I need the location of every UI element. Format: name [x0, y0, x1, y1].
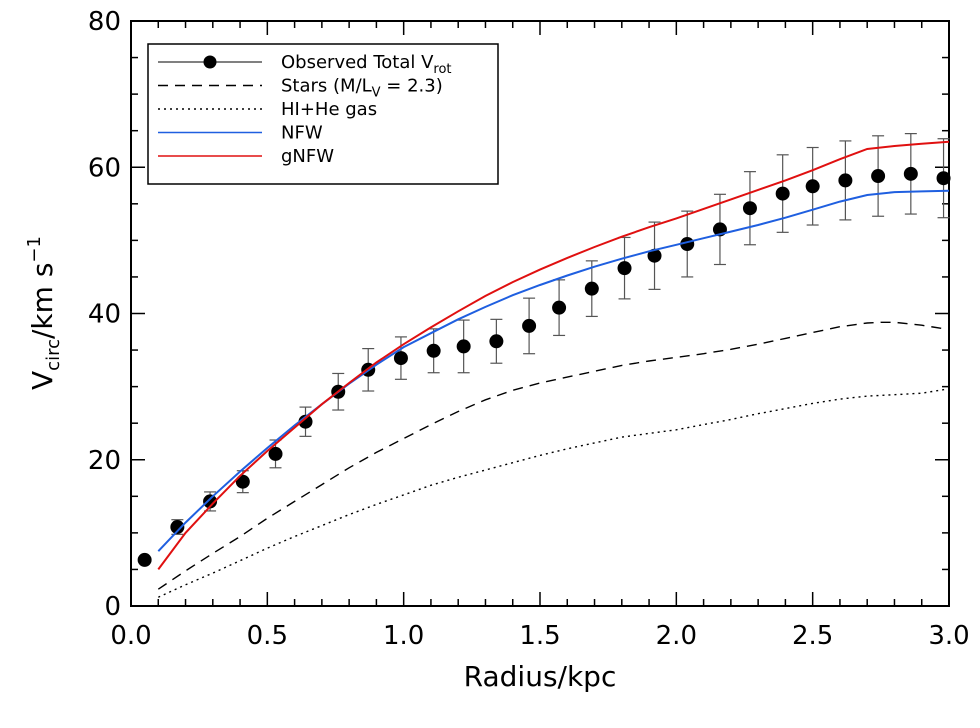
legend-label-text: HI+He gas: [281, 99, 377, 120]
y-axis-title-sub: circ: [43, 339, 64, 371]
y-tick-label: 80: [88, 7, 121, 37]
axis-ticks: [130, 20, 950, 607]
data-point: [838, 173, 853, 188]
data-point: [489, 334, 504, 349]
legend-label-sub: V: [372, 86, 381, 101]
series-stars: [157, 321, 950, 590]
x-tick-label: 2.0: [656, 621, 697, 651]
y-tick-label: 20: [88, 446, 121, 476]
legend-label-text: Stars (M/L: [281, 76, 372, 97]
data-point: [775, 186, 790, 201]
data-point: [805, 179, 820, 194]
data-point: [456, 339, 471, 354]
y-axis-title-rest: /km s: [26, 263, 59, 339]
legend-label-text: gNFW: [281, 146, 334, 167]
y-axis-title-main: V: [26, 371, 59, 390]
legend-label: Observed Total Vrot: [281, 52, 452, 77]
series-gas: [158, 388, 950, 598]
data-point: [522, 318, 537, 333]
y-tick-label: 0: [104, 592, 121, 622]
legend-label-text: NFW: [281, 123, 323, 144]
series-nfw: [157, 189, 950, 552]
data-point: [617, 261, 632, 276]
data-point: [871, 169, 886, 184]
data-point: [936, 171, 951, 186]
x-tick-label: 3.0: [928, 621, 969, 651]
data-point: [268, 446, 283, 461]
x-tick-label: 2.5: [792, 621, 833, 651]
x-tick-label: 1.5: [519, 621, 560, 651]
legend-entry-stars: Stars (M/LV = 2.3): [158, 76, 443, 101]
data-point: [426, 343, 441, 358]
data-point: [647, 248, 662, 263]
data-point: [235, 474, 250, 489]
data-point: [742, 201, 757, 216]
data-point: [903, 166, 918, 181]
data-point: [552, 300, 567, 315]
data-point: [137, 552, 152, 567]
legend-label-sub: rot: [433, 62, 451, 77]
y-tick-label: 40: [88, 300, 121, 330]
gnfw-line: [157, 140, 950, 570]
x-tick-label: 1.0: [383, 621, 424, 651]
legend-entry-observed: Observed Total Vrot: [158, 52, 452, 77]
series-gnfw: [157, 140, 950, 570]
legend-label: Stars (M/LV = 2.3): [281, 76, 443, 101]
legend-marker: [203, 55, 217, 69]
legend-label: gNFW: [281, 146, 334, 167]
data-point: [170, 520, 185, 535]
series-layer: [137, 133, 951, 598]
y-axis-title-sup: −1: [24, 236, 45, 263]
x-tick-label: 0.5: [247, 621, 288, 651]
nfw-line: [157, 189, 950, 552]
gas-line: [158, 388, 950, 598]
x-axis-title: Radius/kpc: [464, 660, 617, 693]
data-point: [584, 281, 599, 296]
data-point: [203, 494, 218, 509]
stars-line: [157, 321, 950, 590]
legend-entry-gnfw: gNFW: [158, 146, 334, 167]
series-observed: [137, 133, 951, 567]
y-tick-label: 60: [88, 153, 121, 183]
y-axis-title: Vcirc/km s−1: [24, 236, 64, 390]
data-point: [393, 351, 408, 366]
legend-label-text: Observed Total V: [281, 52, 434, 73]
legend-label-after: = 2.3): [381, 76, 443, 97]
x-tick-label: 0.0: [110, 621, 151, 651]
legend-label: NFW: [281, 123, 323, 144]
tick-labels: 0.0 0.5 1.0 1.5 2.0 2.5 3.0 0 20 40 60 80: [88, 7, 970, 651]
legend-entry-gas: HI+He gas: [158, 99, 377, 120]
data-point: [298, 414, 313, 429]
legend-label: HI+He gas: [281, 99, 377, 120]
legend-entry-nfw: NFW: [158, 123, 323, 144]
